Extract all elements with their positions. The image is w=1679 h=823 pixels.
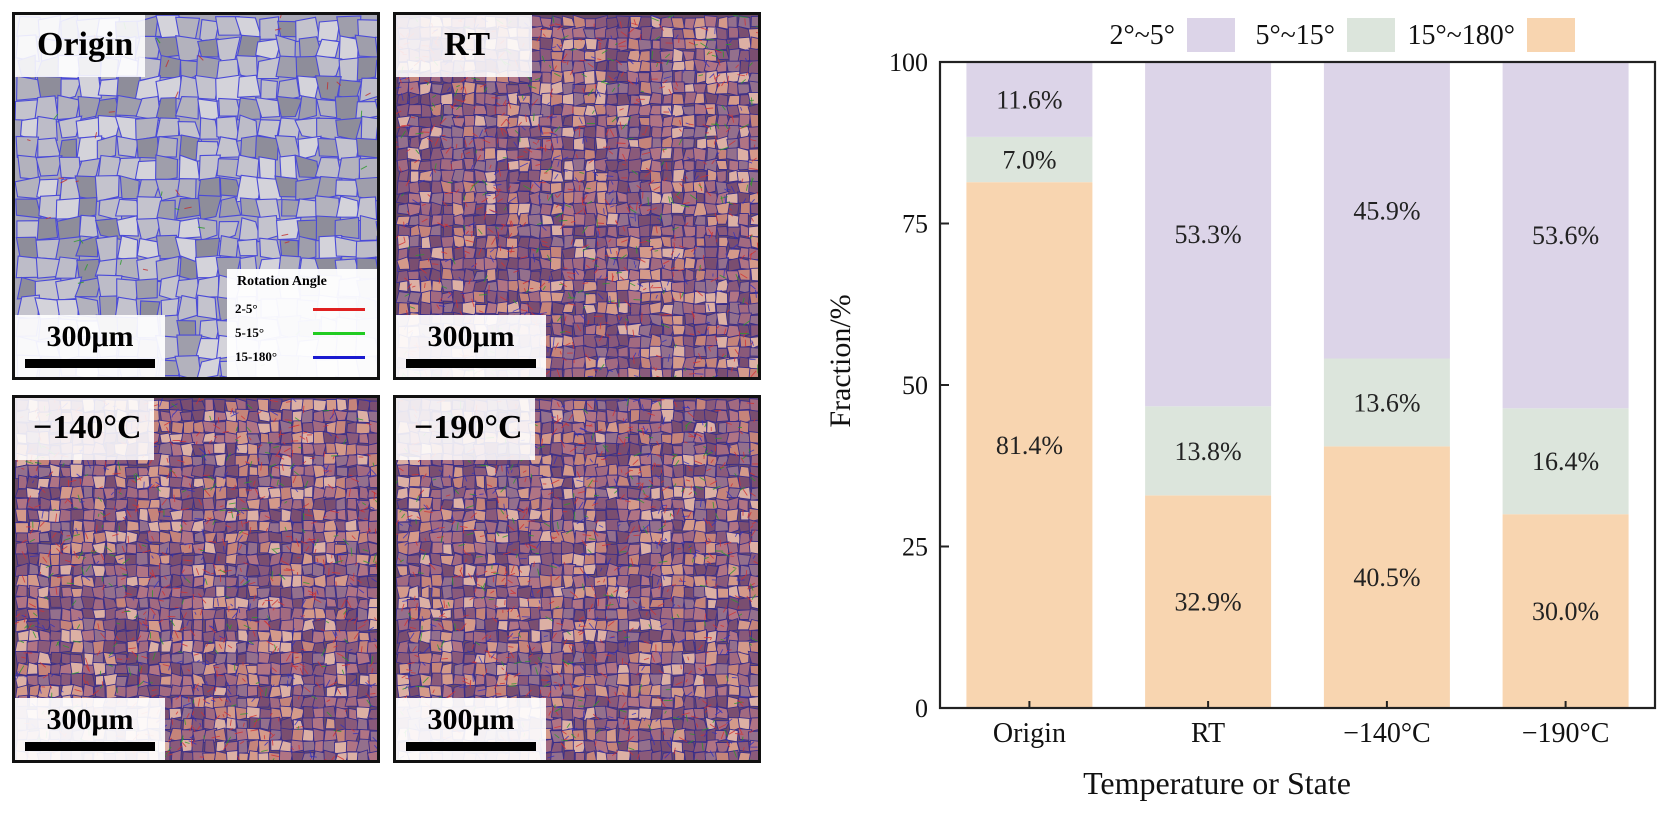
x-axis-label: Temperature or State — [1083, 765, 1351, 801]
legend-label-2-5: 2-5° — [235, 301, 258, 316]
bar-segment-0-0 — [966, 182, 1093, 708]
scale-bar-label: 300μm — [46, 320, 134, 353]
data-label-1-1: 13.8% — [1175, 437, 1242, 466]
y-tick-label-4: 100 — [889, 48, 928, 77]
panel-label-origin: Origin — [15, 15, 146, 77]
data-label-0-0: 81.4% — [996, 431, 1063, 460]
panel-label-rt: RT — [396, 15, 533, 77]
map-panel-minus-140: −140°C 300μm — [12, 395, 380, 763]
legend-label-2: 15°~180° — [1407, 20, 1515, 51]
bar-segment-3-2 — [1502, 62, 1629, 409]
x-tick-label-2: −140°C — [1343, 718, 1431, 749]
data-label-2-0: 40.5% — [1353, 563, 1420, 592]
bar-segment-0-1 — [966, 136, 1093, 183]
y-tick-label-2: 50 — [902, 371, 928, 400]
bar-segment-1-1 — [1145, 406, 1272, 496]
bar-segment-1-0 — [1145, 495, 1272, 708]
legend-swatch-0 — [1187, 18, 1235, 52]
scale-bar — [25, 742, 155, 751]
axes-group: Origin RT −140°C −190°C 0 25 50 75 100 — [889, 48, 1657, 749]
bar-segment-2-1 — [1323, 358, 1450, 447]
data-label-2-2: 45.9% — [1353, 196, 1420, 225]
chart-legend: 2°~5° 5°~15° 15°~180° — [1109, 18, 1575, 52]
legend-row-5-15: 5-15° — [235, 323, 367, 343]
map-panel-minus-190: −190°C 300μm — [393, 395, 761, 763]
data-label-3-2: 53.6% — [1532, 221, 1599, 250]
data-label-2-1: 13.6% — [1353, 388, 1420, 417]
scale-bar-box: 300μm — [396, 315, 546, 377]
data-label-1-2: 53.3% — [1175, 220, 1242, 249]
panel-label-minus-140: −140°C — [15, 398, 154, 460]
legend-title: Rotation Angle — [237, 274, 327, 289]
scale-bar-label: 300μm — [427, 703, 515, 736]
data-label-0-1: 7.0% — [1002, 146, 1056, 175]
x-tick-label-3: −190°C — [1522, 718, 1610, 749]
bars-group — [966, 62, 1629, 708]
y-tick-label-1: 25 — [902, 533, 928, 562]
data-label-0-2: 11.6% — [996, 86, 1062, 115]
legend-label-1: 5°~15° — [1255, 20, 1335, 51]
bar-segment-0-2 — [966, 62, 1093, 137]
legend-line-red — [313, 308, 365, 311]
y-axis-label: Fraction/% — [824, 294, 857, 427]
rotation-angle-legend: Rotation Angle 2-5° 5-15° 15-180° — [227, 269, 377, 377]
legend-row-2-5: 2-5° — [235, 299, 367, 319]
panel-label-minus-190: −190°C — [396, 398, 535, 460]
scale-bar — [406, 742, 536, 751]
y-tick-label-3: 75 — [902, 210, 928, 239]
micrograph-image-minus-140 — [15, 398, 377, 760]
x-tick-label-1: RT — [1191, 718, 1225, 749]
scale-bar-box: 300μm — [15, 698, 165, 760]
map-panel-origin: Origin Rotation Angle 2-5° 5-15° 15-180°… — [12, 12, 380, 380]
legend-label-5-15: 5-15° — [235, 325, 265, 340]
legend-label-15-180: 15-180° — [235, 349, 278, 364]
bar-segment-2-0 — [1323, 446, 1450, 708]
scale-bar-label: 300μm — [427, 320, 515, 353]
y-tick-label-0: 0 — [915, 694, 928, 723]
legend-label-0: 2°~5° — [1109, 20, 1175, 51]
segment-labels-group: 81.4% 7.0% 11.6% 32.9% 13.8% 53.3% 40.5% 13.6% 4… — [996, 86, 1599, 627]
data-label-3-0: 30.0% — [1532, 597, 1599, 626]
legend-row-15-180: 15-180° — [235, 347, 367, 367]
data-label-1-0: 32.9% — [1175, 588, 1242, 617]
scale-bar-label: 300μm — [46, 703, 134, 736]
scale-bar-box: 300μm — [396, 698, 546, 760]
scale-bar — [406, 359, 536, 368]
scale-bar — [25, 359, 155, 368]
x-tick-label-0: Origin — [993, 718, 1066, 749]
legend-line-blue — [313, 356, 365, 359]
scale-bar-box: 300μm — [15, 315, 165, 377]
legend-swatch-2 — [1527, 18, 1575, 52]
data-label-3-1: 16.4% — [1532, 447, 1599, 476]
bar-segment-3-1 — [1502, 408, 1629, 515]
bar-segment-3-0 — [1502, 514, 1629, 708]
micrograph-image-minus-190 — [396, 398, 758, 760]
legend-swatch-1 — [1347, 18, 1395, 52]
bar-segment-1-2 — [1145, 62, 1272, 407]
bar-segment-2-2 — [1323, 62, 1450, 359]
legend-line-green — [313, 332, 365, 335]
map-panel-rt: RT 300μm — [393, 12, 761, 380]
